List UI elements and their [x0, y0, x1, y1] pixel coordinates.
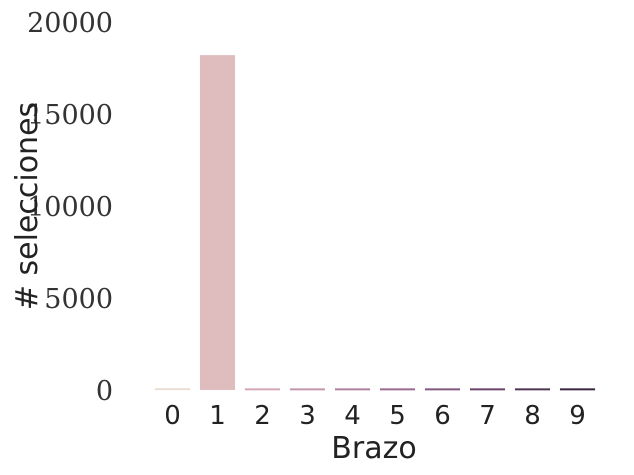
bar-7 — [469, 388, 506, 391]
bars — [154, 55, 596, 391]
bar-8 — [514, 388, 551, 391]
x-tick-label: 2 — [254, 401, 271, 431]
bar-1 — [199, 55, 236, 391]
y-tick-label: 15000 — [27, 100, 113, 131]
y-axis-ticks: 0 5000 10000 15000 20000 — [27, 8, 113, 407]
bar-2 — [244, 388, 281, 391]
bar-5 — [379, 388, 416, 391]
x-axis-label: Brazo — [331, 431, 416, 466]
x-tick-label: 8 — [524, 401, 541, 431]
bar-9 — [559, 388, 596, 391]
x-tick-label: 6 — [434, 401, 451, 431]
bar-0 — [154, 388, 191, 391]
bar-3 — [289, 388, 326, 391]
y-axis-label: # selecciones — [10, 102, 45, 310]
x-tick-label: 3 — [299, 401, 316, 431]
x-tick-label: 0 — [164, 401, 181, 431]
y-tick-label: 0 — [96, 376, 113, 407]
y-tick-label: 10000 — [27, 192, 113, 223]
x-tick-label: 9 — [569, 401, 586, 431]
x-tick-label: 1 — [209, 401, 226, 431]
x-tick-label: 4 — [344, 401, 361, 431]
bar-6 — [424, 388, 461, 391]
x-tick-label: 5 — [389, 401, 406, 431]
y-tick-label: 20000 — [27, 8, 113, 39]
y-tick-label: 5000 — [44, 284, 113, 315]
bar-4 — [334, 388, 371, 391]
x-tick-label: 7 — [479, 401, 496, 431]
